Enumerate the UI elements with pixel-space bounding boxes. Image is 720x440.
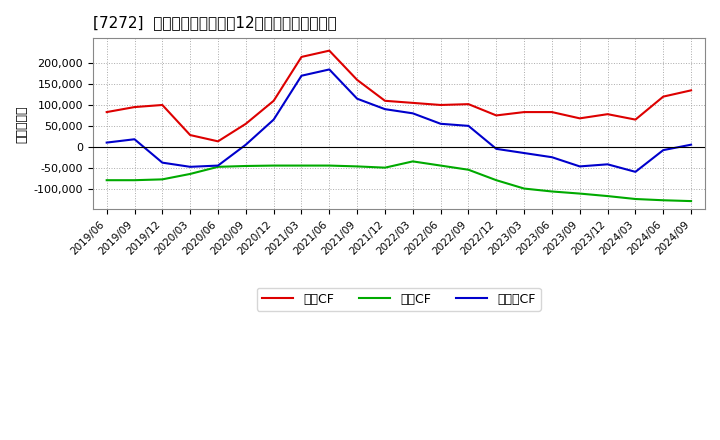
フリーCF xyxy=(269,117,278,122)
投賃CF xyxy=(381,165,390,170)
フリーCF xyxy=(381,106,390,112)
投賃CF xyxy=(158,177,166,182)
営業CF xyxy=(269,98,278,103)
フリーCF xyxy=(297,73,306,78)
フリーCF xyxy=(687,142,696,147)
営業CF xyxy=(548,110,557,115)
フリーCF xyxy=(631,169,640,175)
営業CF xyxy=(687,88,696,93)
フリーCF xyxy=(520,150,528,156)
フリーCF xyxy=(603,161,612,167)
Line: 営業CF: 営業CF xyxy=(107,51,691,141)
営業CF xyxy=(575,116,584,121)
営業CF xyxy=(186,132,194,138)
投賃CF xyxy=(520,186,528,191)
営業CF xyxy=(408,100,417,106)
投賃CF xyxy=(353,164,361,169)
フリーCF xyxy=(241,142,250,147)
フリーCF xyxy=(464,123,473,128)
フリーCF xyxy=(102,140,111,145)
投賃CF xyxy=(603,194,612,199)
Line: フリーCF: フリーCF xyxy=(107,70,691,172)
投賃CF xyxy=(102,178,111,183)
営業CF xyxy=(492,113,500,118)
Line: 投賃CF: 投賃CF xyxy=(107,161,691,201)
営業CF xyxy=(297,54,306,59)
営業CF xyxy=(214,139,222,144)
フリーCF xyxy=(186,164,194,169)
投賃CF xyxy=(325,163,333,168)
営業CF xyxy=(631,117,640,122)
フリーCF xyxy=(130,136,139,142)
投賃CF xyxy=(436,163,445,168)
営業CF xyxy=(659,94,667,99)
フリーCF xyxy=(158,160,166,165)
フリーCF xyxy=(408,111,417,116)
投賃CF xyxy=(408,159,417,164)
投賃CF xyxy=(269,163,278,168)
フリーCF xyxy=(548,154,557,160)
投賃CF xyxy=(241,163,250,169)
投賃CF xyxy=(631,196,640,202)
フリーCF xyxy=(325,67,333,72)
営業CF xyxy=(130,104,139,110)
投賃CF xyxy=(186,171,194,176)
フリーCF xyxy=(659,147,667,153)
投賃CF xyxy=(687,198,696,204)
投賃CF xyxy=(492,178,500,183)
投賃CF xyxy=(130,178,139,183)
Text: [7272]  キャッシュフローの12か月移動合計の推移: [7272] キャッシュフローの12か月移動合計の推移 xyxy=(93,15,336,30)
営業CF xyxy=(353,77,361,83)
営業CF xyxy=(325,48,333,53)
フリーCF xyxy=(492,146,500,151)
フリーCF xyxy=(353,96,361,101)
営業CF xyxy=(102,110,111,115)
フリーCF xyxy=(575,164,584,169)
投賃CF xyxy=(548,189,557,194)
Y-axis label: （百万円）: （百万円） xyxy=(15,105,28,143)
投賃CF xyxy=(214,164,222,169)
フリーCF xyxy=(436,121,445,126)
Legend: 営業CF, 投賃CF, フリーCF: 営業CF, 投賃CF, フリーCF xyxy=(257,288,541,311)
投賃CF xyxy=(297,163,306,168)
営業CF xyxy=(241,121,250,126)
フリーCF xyxy=(214,163,222,168)
投賃CF xyxy=(575,191,584,196)
投賃CF xyxy=(464,167,473,172)
営業CF xyxy=(381,98,390,103)
営業CF xyxy=(520,110,528,115)
営業CF xyxy=(158,103,166,108)
営業CF xyxy=(603,111,612,117)
営業CF xyxy=(436,103,445,108)
投賃CF xyxy=(659,198,667,203)
営業CF xyxy=(464,102,473,107)
